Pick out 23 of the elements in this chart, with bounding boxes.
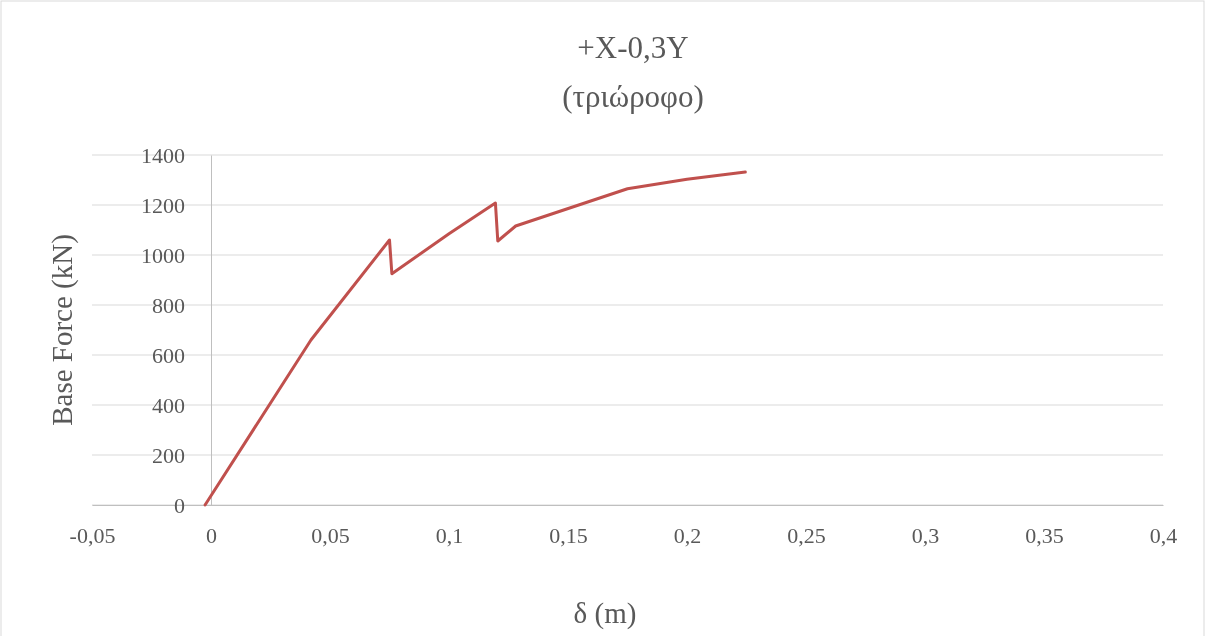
chart-subtitle: (τριώροφο) xyxy=(562,79,704,114)
y-tick-label: 1000 xyxy=(141,242,185,268)
y-tick-label: 200 xyxy=(152,442,185,468)
x-tick-label: 0,4 xyxy=(1149,522,1178,548)
x-tick-label: 0,15 xyxy=(549,522,588,548)
y-tick-label: 400 xyxy=(152,392,185,418)
x-tick-label: 0,3 xyxy=(911,522,940,548)
y-tick-label: 1400 xyxy=(141,142,185,168)
x-tick-label: 0,35 xyxy=(1025,522,1064,548)
y-tick-label: 0 xyxy=(174,492,185,518)
x-tick-label: 0,25 xyxy=(787,522,826,548)
chart-title: +X-0,3Y xyxy=(577,30,689,65)
line-series xyxy=(203,170,747,507)
y-tick-label: 600 xyxy=(152,342,185,368)
x-tick-label: 0,05 xyxy=(311,522,350,548)
y-tick-label: 800 xyxy=(152,292,185,318)
x-axis-title: δ (m) xyxy=(573,597,637,630)
y-axis-title: Base Force (kN) xyxy=(46,234,79,426)
x-tick-label: 0,1 xyxy=(435,522,464,548)
x-tick-label: -0,05 xyxy=(69,522,116,548)
x-tick-label: 0,2 xyxy=(673,522,702,548)
y-tick-label: 1200 xyxy=(141,192,185,218)
x-tick-label: 0 xyxy=(206,522,217,548)
